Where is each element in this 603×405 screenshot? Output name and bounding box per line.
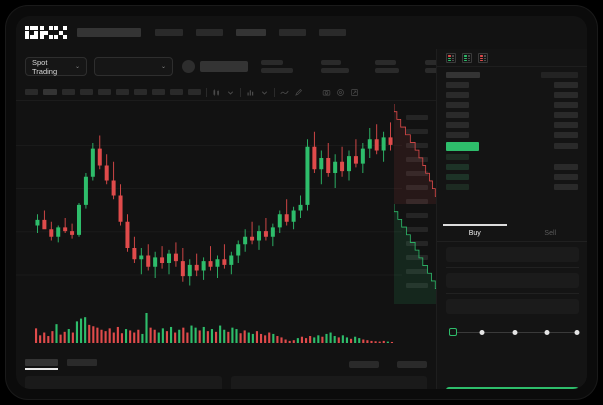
timeframe-1[interactable] xyxy=(25,89,38,95)
app-screen: Spot Trading ⌄ ⌄ xyxy=(16,16,587,389)
chart-toolbar xyxy=(16,84,436,101)
candlestick-chart[interactable] xyxy=(16,101,436,301)
trade-order-form: Buy Sell xyxy=(437,224,587,337)
stat-24h-low xyxy=(375,60,399,73)
stat-24h-high xyxy=(321,60,349,73)
candlestick-icon[interactable] xyxy=(212,88,221,97)
toolbar-divider xyxy=(206,87,207,97)
order-book-ask-row[interactable] xyxy=(437,110,587,120)
okx-logo[interactable] xyxy=(25,26,67,39)
drawing-pencil-icon[interactable] xyxy=(294,88,303,97)
timeframe-5[interactable] xyxy=(98,89,111,95)
nav-item-2[interactable] xyxy=(196,29,223,36)
nav-item-1[interactable] xyxy=(155,29,183,36)
okx-logo-o xyxy=(25,26,38,39)
last-price-display xyxy=(200,61,248,72)
toolbar-divider xyxy=(274,87,275,97)
price-chart-panel[interactable] xyxy=(16,101,436,351)
device-frame: Spot Trading ⌄ ⌄ xyxy=(6,6,597,399)
slider-track xyxy=(449,331,576,333)
slider-stop-50[interactable] xyxy=(512,329,518,335)
slider-stop-75[interactable] xyxy=(544,329,550,335)
order-book-ask-row[interactable] xyxy=(437,130,587,140)
order-book-ask-row[interactable] xyxy=(437,80,587,90)
timeframe-6[interactable] xyxy=(116,89,129,95)
camera-icon[interactable] xyxy=(322,88,331,97)
order-book-bid-row[interactable] xyxy=(437,182,587,192)
timeframe-10[interactable] xyxy=(188,89,201,95)
timeframe-7[interactable] xyxy=(134,89,147,95)
percent-slider[interactable] xyxy=(447,327,580,337)
ob-view-both-icon[interactable] xyxy=(446,52,456,63)
nav-item-3[interactable] xyxy=(236,29,266,36)
timeframe-9[interactable] xyxy=(170,89,183,95)
order-book-ask-row[interactable] xyxy=(437,90,587,100)
form-divider xyxy=(446,267,579,268)
order-book-bid-row[interactable] xyxy=(437,152,587,162)
order-amount-field[interactable] xyxy=(446,273,579,288)
order-book-view-toggle xyxy=(437,49,587,67)
slider-stop-25[interactable] xyxy=(479,329,485,335)
order-book-ask-row[interactable] xyxy=(437,100,587,110)
order-book-panel: Buy Sell xyxy=(436,49,587,389)
ob-view-asks-icon[interactable] xyxy=(478,52,488,63)
line-chart-icon[interactable] xyxy=(280,88,289,97)
chevron-down-icon[interactable] xyxy=(260,88,269,97)
chevron-down-icon[interactable] xyxy=(226,88,235,97)
order-price-field[interactable] xyxy=(446,247,579,262)
place-buy-order-button[interactable] xyxy=(446,387,579,389)
pair-coin-avatar xyxy=(182,60,195,73)
volume-histogram xyxy=(34,313,394,343)
trading-sub-header: Spot Trading ⌄ ⌄ xyxy=(16,49,587,84)
order-book-spread-row[interactable] xyxy=(437,140,587,152)
bottom-action-1[interactable] xyxy=(349,360,379,368)
bottom-card-left[interactable] xyxy=(25,376,222,389)
tab-order-history[interactable] xyxy=(67,358,97,370)
form-divider xyxy=(446,293,579,294)
timeframe-3[interactable] xyxy=(62,89,75,95)
slider-stop-100[interactable] xyxy=(574,329,580,335)
chevron-down-icon: ⌄ xyxy=(160,63,166,70)
order-book-bid-row[interactable] xyxy=(437,162,587,172)
nav-item-5[interactable] xyxy=(319,29,346,36)
tab-sell[interactable]: Sell xyxy=(544,229,557,237)
order-book-bid-row[interactable] xyxy=(437,172,587,182)
order-side-tabs: Buy Sell xyxy=(437,224,587,242)
timeframe-8[interactable] xyxy=(152,89,165,95)
ob-view-bids-icon[interactable] xyxy=(462,52,472,63)
trading-pair-select[interactable]: ⌄ xyxy=(94,57,173,76)
timeframe-2[interactable] xyxy=(43,89,57,95)
spread-price-highlight xyxy=(446,141,479,151)
chevron-down-icon: ⌄ xyxy=(74,63,80,70)
slider-handle[interactable] xyxy=(449,328,457,336)
orders-tab-bar xyxy=(16,354,436,374)
stat-24h-change xyxy=(261,60,293,73)
order-book-header xyxy=(437,70,587,80)
order-book-ask-row[interactable] xyxy=(437,120,587,130)
indicators-icon[interactable] xyxy=(246,88,255,97)
toolbar-divider xyxy=(240,87,241,97)
nav-search-field[interactable] xyxy=(77,28,141,37)
top-navigation-bar xyxy=(16,16,587,49)
order-book-rows[interactable] xyxy=(437,67,587,192)
tab-open-orders[interactable] xyxy=(25,358,58,370)
tab-buy[interactable]: Buy xyxy=(437,224,513,241)
order-total-field[interactable] xyxy=(446,299,579,314)
trading-mode-select[interactable]: Spot Trading ⌄ xyxy=(25,57,87,76)
nav-item-4[interactable] xyxy=(279,29,306,36)
trading-mode-label: Spot Trading xyxy=(32,57,58,76)
fullscreen-icon[interactable] xyxy=(350,88,359,97)
bottom-action-2[interactable] xyxy=(397,360,427,368)
settings-gear-icon[interactable] xyxy=(336,88,345,97)
bottom-card-right[interactable] xyxy=(230,376,427,389)
orders-card-row xyxy=(16,376,436,389)
timeframe-4[interactable] xyxy=(80,89,93,95)
okx-logo-k xyxy=(39,26,53,39)
okx-logo-x xyxy=(54,26,67,39)
